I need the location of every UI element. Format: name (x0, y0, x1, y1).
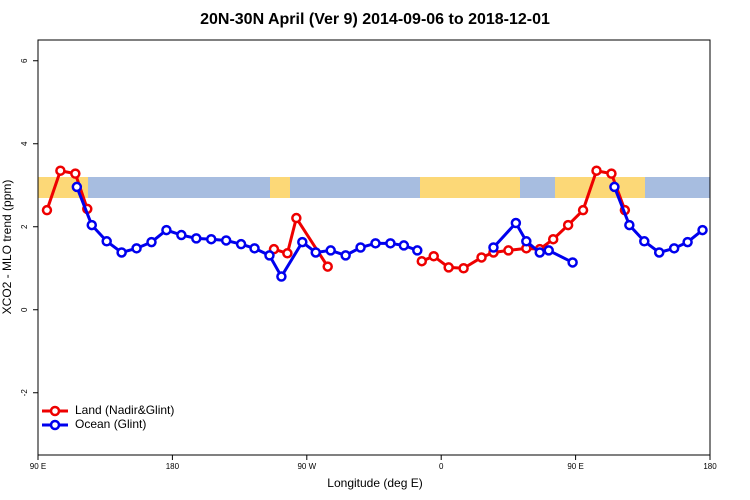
series-point (291, 212, 302, 224)
series-point (668, 243, 680, 254)
series-point (416, 255, 428, 267)
y-tick-label: -2 (20, 389, 29, 397)
series-point (70, 168, 81, 179)
series-point (398, 240, 410, 251)
series-point (639, 236, 650, 247)
chart-title: 20N-30N April (Ver 9) 2014-09-06 to 2018… (200, 11, 550, 28)
y-tick-label: 2 (20, 224, 29, 229)
series-point (543, 245, 554, 256)
series-point (41, 204, 53, 216)
series-point (412, 245, 423, 256)
series-point (131, 243, 142, 254)
y-tick-label: 4 (20, 141, 29, 146)
series-point (264, 250, 275, 261)
series-point (562, 219, 574, 231)
legend-point (49, 405, 61, 417)
series-point (322, 261, 333, 272)
series-point (191, 233, 202, 244)
series-point (682, 236, 693, 248)
series-point (71, 181, 83, 193)
series-point (488, 242, 499, 253)
series-point (534, 247, 546, 258)
series-point (547, 233, 559, 245)
series-point (146, 236, 157, 248)
series-point (161, 224, 172, 236)
series-point (370, 238, 381, 249)
series-point (521, 236, 532, 247)
legend-label: Land (Nadir&Glint) (75, 403, 174, 417)
series-point (325, 245, 336, 256)
x-tick-label: 90 E (30, 462, 46, 471)
series-point (297, 236, 308, 248)
x-tick-label: 180 (703, 462, 717, 471)
series-point (697, 224, 708, 236)
series-point (443, 262, 454, 273)
series-point (577, 204, 589, 216)
x-tick-label: 0 (439, 462, 444, 471)
legend-point (49, 419, 61, 431)
series-point (86, 219, 98, 231)
series-point (55, 165, 66, 176)
y-tick-label: 6 (20, 58, 29, 63)
x-tick-label: 180 (166, 462, 180, 471)
series-point (205, 233, 217, 245)
series-point (340, 250, 351, 261)
series-point (220, 235, 232, 246)
x-tick-label: 90 W (297, 462, 316, 471)
series-point (476, 252, 487, 263)
plot-frame (37, 39, 711, 456)
series-point (310, 247, 322, 258)
series-point (385, 238, 396, 249)
series-point (624, 219, 635, 231)
series-point (609, 181, 620, 193)
map-strip (38, 177, 710, 198)
series-point (567, 257, 578, 268)
x-axis-label: Longitude (deg E) (327, 476, 422, 490)
series-point (249, 243, 260, 254)
series-point (176, 229, 187, 241)
series-point (101, 236, 112, 247)
series-point (282, 248, 293, 259)
series-point (510, 217, 522, 229)
y-axis-label: XCO2 - MLO trend (ppm) (0, 180, 14, 315)
series-point (428, 250, 439, 262)
series-point (116, 247, 127, 258)
series-point (355, 242, 366, 253)
series-point (276, 271, 287, 282)
series-point (653, 247, 665, 258)
legend-label: Ocean (Glint) (75, 417, 146, 431)
series-point (458, 263, 469, 274)
series-point (235, 238, 247, 250)
x-tick-label: 90 E (567, 462, 583, 471)
series-point (606, 168, 617, 179)
series-point (503, 245, 514, 256)
series-point (591, 165, 602, 176)
y-tick-label: 0 (20, 307, 29, 312)
